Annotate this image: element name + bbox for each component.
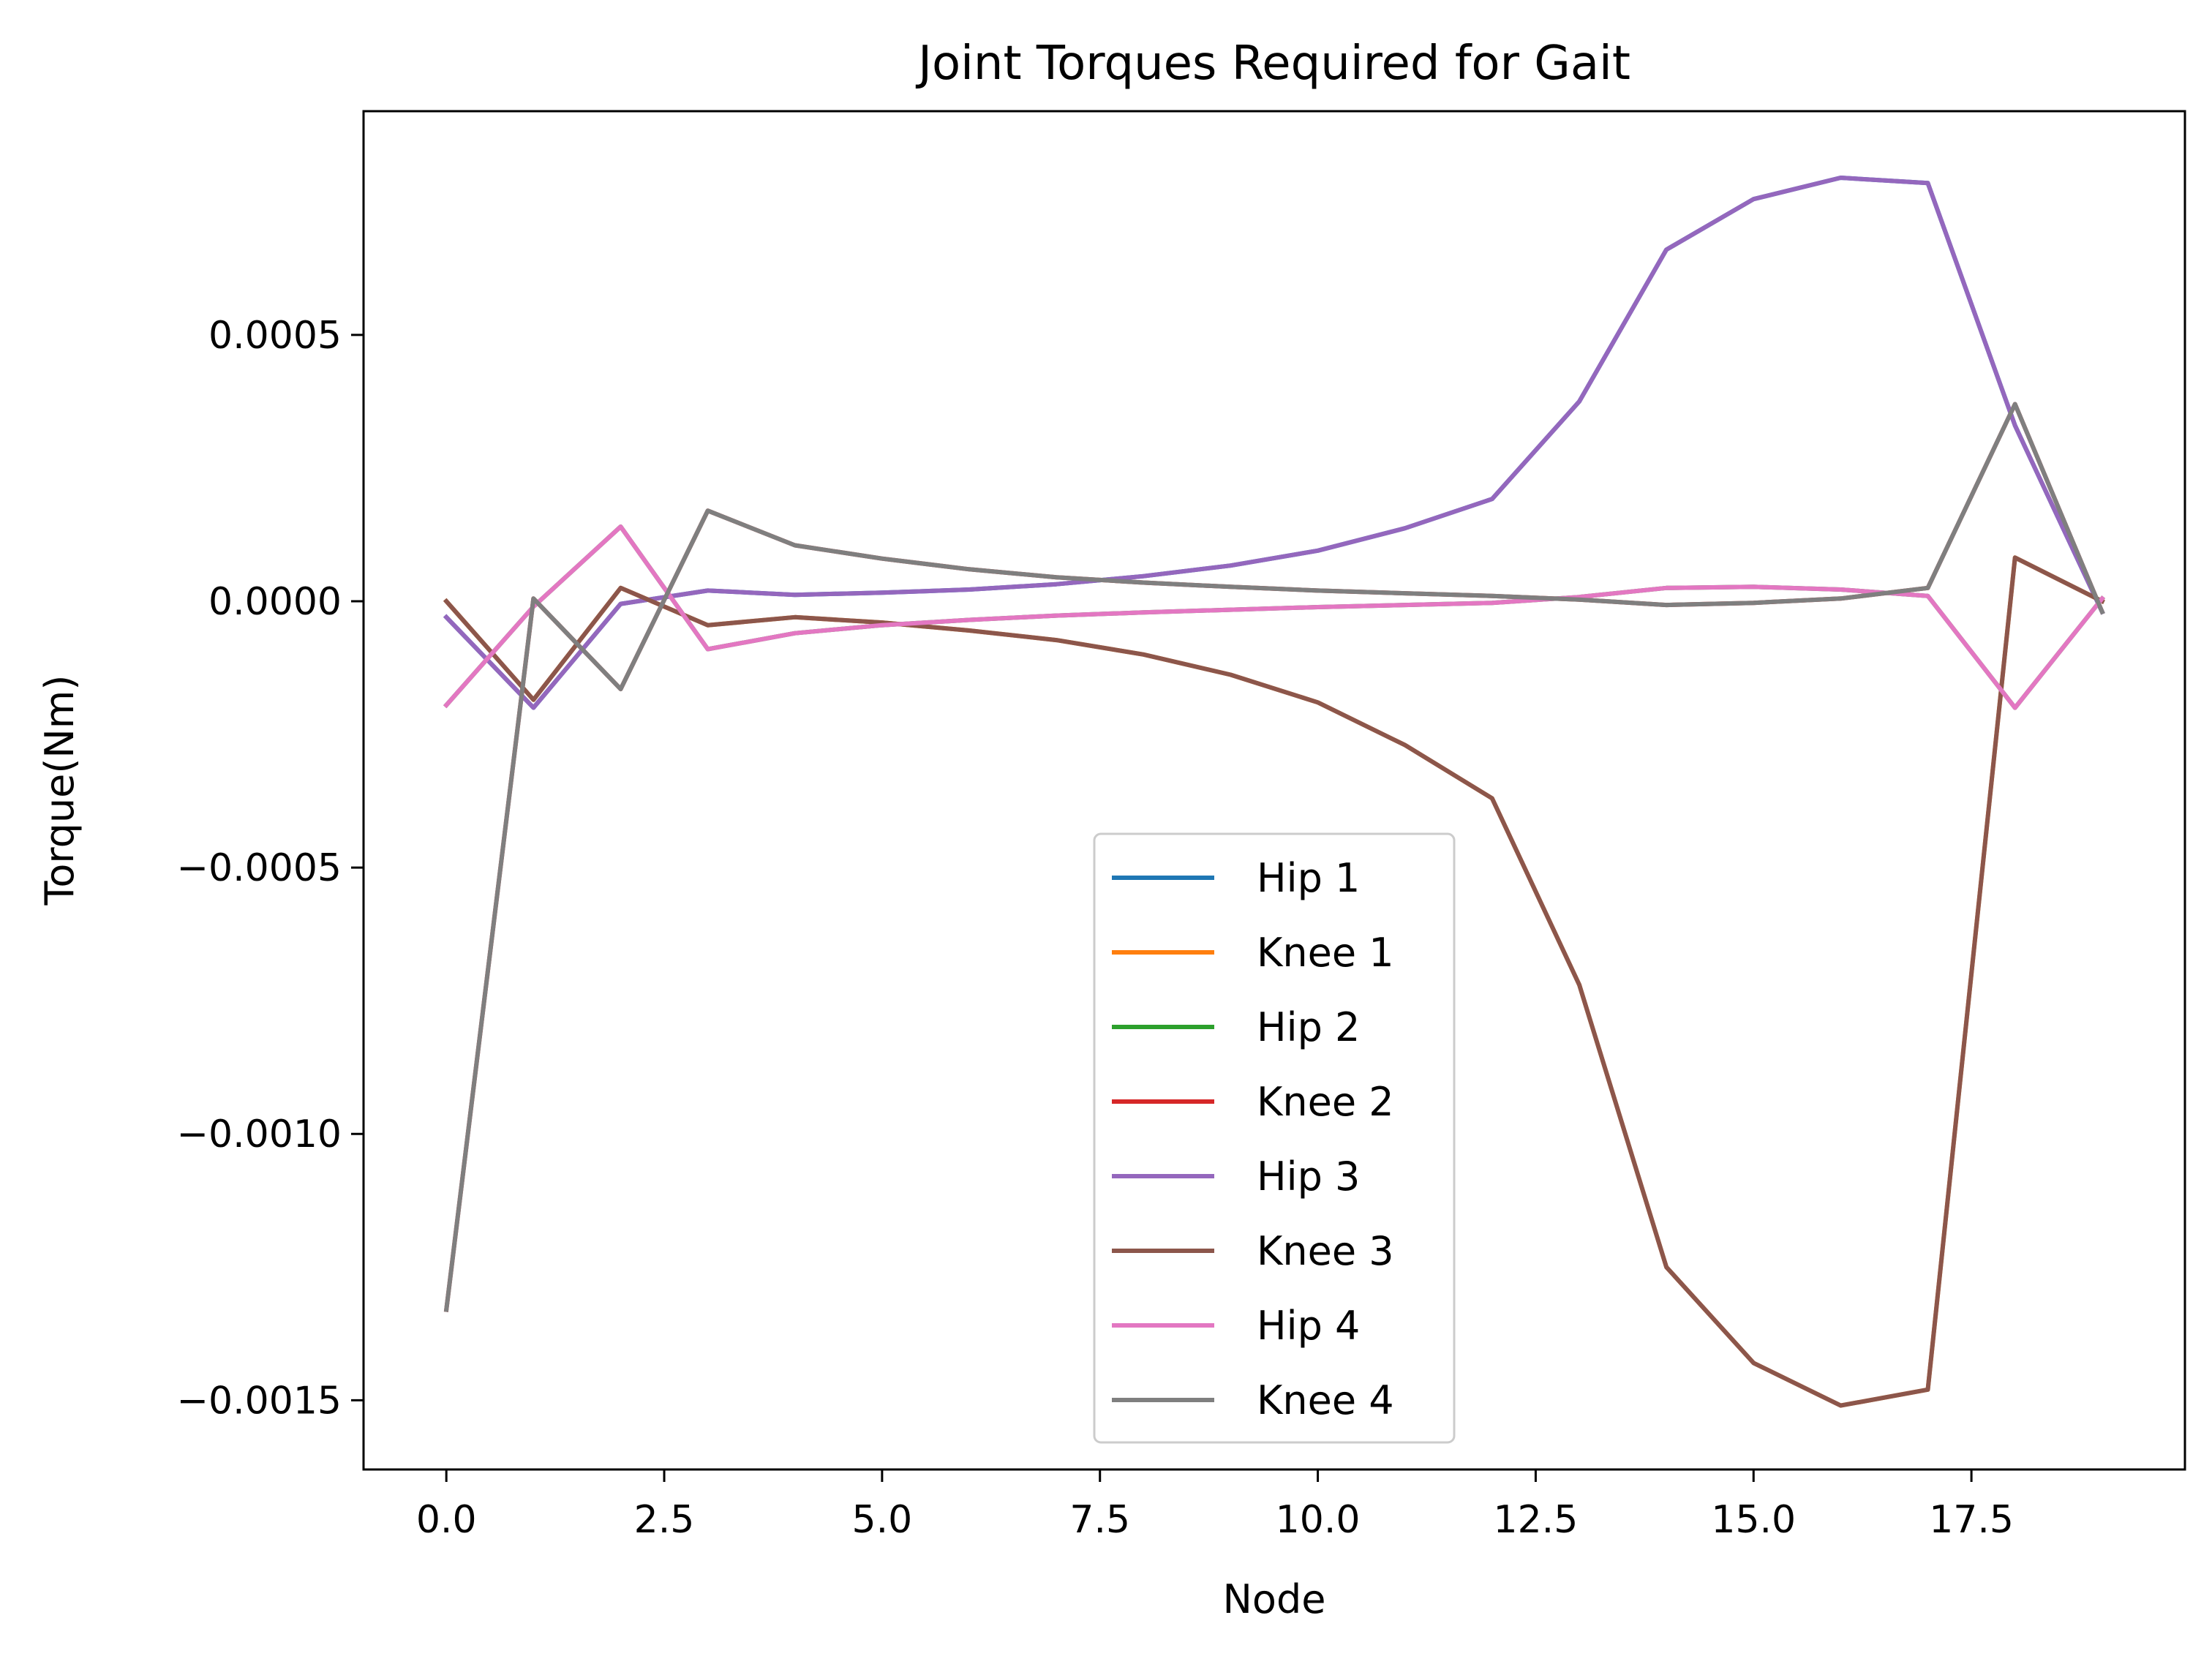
legend-frame [1093,832,1456,1444]
x-tick-label: 7.5 [1069,1498,1130,1542]
series-line-6 [443,524,2106,710]
x-tick-label: 17.5 [1929,1498,2014,1542]
y-tick-label: 0.0005 [208,314,342,358]
legend-label-1: Knee 1 [1257,930,1394,976]
legend-label-4: Hip 3 [1257,1153,1360,1200]
x-tick-label: 10.0 [1276,1498,1361,1542]
y-tick-label: −0.0005 [176,846,342,890]
x-axis-ticks: 0.0 2.5 5.0 7.5 10.0 12.5 15.0 17.5 [416,1469,2014,1542]
chart-title: Joint Torques Required for Gait [915,37,1630,91]
y-tick-label: 0.0000 [208,580,342,624]
plot-frame [362,110,2186,1471]
series-line-4 [443,176,2105,710]
legend-label-5: Knee 3 [1257,1228,1394,1274]
x-tick-label: 0.0 [416,1498,477,1542]
series-line-7 [443,402,2105,1312]
legend-label-6: Hip 4 [1257,1303,1360,1349]
x-tick-label: 12.5 [1494,1498,1579,1542]
y-tick-label: −0.0015 [176,1379,342,1423]
series-layer [443,176,2106,1408]
y-axis-ticks: 0.0005 0.0000 −0.0005 −0.0010 −0.0015 [176,314,364,1423]
x-tick-label: 5.0 [852,1498,913,1542]
x-tick-label: 15.0 [1711,1498,1796,1542]
x-tick-label: 2.5 [634,1498,695,1542]
x-axis-label: Node [1223,1576,1326,1622]
legend-label-3: Knee 2 [1257,1079,1394,1125]
y-axis-label: Torque(Nm) [37,675,83,906]
series-line-5 [443,555,2105,1408]
legend: Hip 1 Knee 1 Hip 2 Knee 2 Hip 3 Knee 3 Hip 4 Kn… [1093,832,1456,1444]
legend-label-0: Hip 1 [1257,855,1360,901]
legend-label-2: Hip 2 [1257,1004,1360,1050]
legend-label-7: Knee 4 [1257,1377,1394,1423]
y-tick-label: −0.0010 [176,1113,342,1156]
